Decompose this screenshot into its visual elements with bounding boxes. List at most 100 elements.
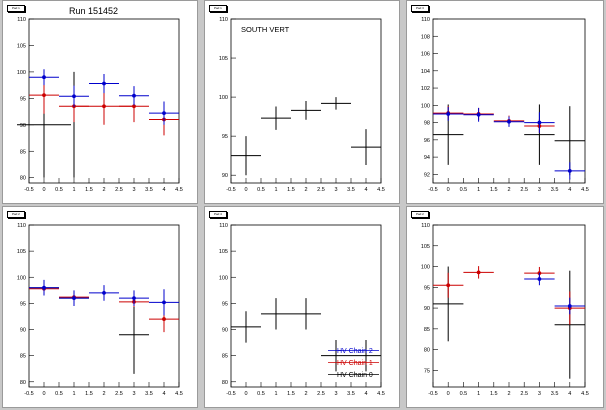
x-tick-label: 1.5 [490, 391, 498, 397]
y-tick-label: 100 [17, 275, 26, 281]
x-tick-label: 1.5 [85, 187, 93, 193]
y-tick-label: 110 [421, 223, 430, 229]
x-tick-label: -0.5 [226, 391, 235, 397]
x-tick-label: 0 [42, 391, 45, 397]
x-tick-label: 1 [477, 187, 480, 193]
x-tick-label: 1 [274, 187, 277, 193]
data-point [162, 300, 166, 305]
y-tick-label: 90 [20, 328, 26, 334]
y-tick-label: 100 [17, 70, 26, 76]
x-tick-label: 3.5 [145, 391, 153, 397]
x-tick-label: 3.5 [145, 187, 153, 193]
x-tick-label: 3 [538, 391, 541, 397]
data-point [42, 93, 46, 98]
x-tick-label: 3 [538, 187, 541, 193]
x-tick-label: 4.5 [581, 391, 589, 397]
x-tick-label: 1.5 [287, 391, 295, 397]
chart-3: -0.5 0 0.5 1 1.5 2 2.5 3 3.5 4 4.5 92 94 96 98 100 102 10… [421, 17, 589, 193]
y-tick-label: 100 [421, 103, 430, 109]
chart-panel-4: Pad 2 -0.5 0 0.5 1 1.5 2 2.5 3 3.5 4 4.5 80 85 90 95 10… [2, 206, 198, 408]
y-tick-label: 75 [424, 368, 430, 374]
data-point [42, 285, 46, 290]
y-tick-label: 90 [424, 306, 430, 312]
x-tick-label: -0.5 [226, 187, 235, 193]
x-tick-label: 0 [244, 187, 247, 193]
data-point [132, 296, 136, 301]
x-tick-label: 4.5 [377, 187, 385, 193]
x-tick-label: 4 [364, 187, 367, 193]
y-tick-label: 110 [219, 223, 228, 229]
data-point [72, 296, 76, 301]
y-tick-label: 85 [424, 327, 430, 333]
x-tick-label: 0.5 [55, 187, 63, 193]
y-tick-label: 105 [421, 244, 430, 250]
x-tick-label: 2 [102, 187, 105, 193]
x-tick-label: 4 [162, 187, 165, 193]
x-tick-label: 3 [334, 391, 337, 397]
x-tick-label: 0 [244, 391, 247, 397]
chart-2: -0.5 0 0.5 1 1.5 2 2.5 3 3.5 4 4.5 90 95 100 105 110 SOU… [219, 17, 385, 193]
x-tick-label: 3.5 [347, 187, 355, 193]
x-tick-label: 2.5 [520, 391, 528, 397]
x-tick-label: 0.5 [55, 391, 63, 397]
legend-entry: HV Chain 0 [337, 372, 373, 379]
x-tick-label: 2.5 [520, 187, 528, 193]
data-point [42, 75, 46, 80]
y-tick-label: 80 [20, 176, 26, 182]
x-tick-label: 0.5 [257, 187, 265, 193]
x-tick-label: 3 [334, 187, 337, 193]
x-tick-label: 4 [568, 391, 571, 397]
data-point [162, 317, 166, 321]
y-tick-label: 95 [222, 134, 228, 140]
data-point [72, 94, 76, 99]
y-tick-label: 104 [421, 69, 430, 75]
x-tick-label: 2 [507, 391, 510, 397]
x-tick-label: 3.5 [551, 391, 559, 397]
x-tick-label: 1.5 [287, 187, 295, 193]
x-tick-label: 4 [364, 391, 367, 397]
x-tick-label: 4 [568, 187, 571, 193]
y-tick-label: 85 [20, 354, 26, 360]
y-tick-label: 102 [421, 86, 430, 92]
x-tick-label: 0 [447, 391, 450, 397]
legend-entry: HV Chain 2 [337, 348, 373, 355]
data-point [162, 111, 166, 116]
data-point [537, 120, 542, 125]
x-tick-label: 0 [42, 187, 45, 193]
x-tick-label: -0.5 [24, 187, 33, 193]
y-tick-label: 108 [421, 34, 430, 40]
x-tick-label: 2 [102, 391, 105, 397]
y-tick-label: 80 [424, 348, 430, 354]
x-tick-label: 4 [162, 391, 165, 397]
chart-title: SOUTH VERT [241, 25, 290, 34]
chart-6: -0.5 0 0.5 1 1.5 2 2.5 3 3.5 4 4.5 75 80 85 90 95 100 105… [421, 223, 589, 397]
chart-panel-2: Pad 1 -0.5 0 0.5 1 1.5 2 2.5 3 3.5 4 4.5 90 95 100 105… [204, 0, 400, 204]
data-point [102, 104, 106, 109]
y-tick-label: 105 [219, 56, 228, 62]
y-tick-label: 96 [424, 138, 430, 144]
y-tick-label: 100 [219, 95, 228, 101]
y-tick-label: 98 [424, 121, 430, 127]
data-point [446, 283, 451, 288]
data-point [132, 93, 136, 98]
plot-frame [28, 224, 180, 388]
chart-panel-1: Pad 1 Run 151452 -0.5 0 0.5 1 1.5 2 2.5 3 3.5 4 4.… [2, 0, 198, 204]
x-tick-label: -0.5 [428, 187, 437, 193]
data-point [507, 119, 511, 124]
data-point [102, 81, 106, 86]
data-point [567, 169, 572, 173]
legend-entry: HV Chain 1 [337, 360, 373, 367]
y-tick-label: 106 [421, 52, 430, 58]
y-tick-label: 95 [424, 285, 430, 291]
y-tick-label: 110 [219, 17, 228, 23]
chart-5: -0.5 0 0.5 1 1.5 2 2.5 3 3.5 4 4.5 80 85 90 95 100 105 11… [219, 223, 385, 397]
data-point [567, 304, 572, 308]
y-tick-label: 110 [421, 17, 430, 23]
chart-panel-5: Pad 4 -0.5 0 0.5 1 1.5 2 2.5 3 3.5 4 4.5 80 85 90 95 10… [204, 206, 400, 408]
data-point [132, 104, 136, 109]
y-tick-label: 90 [222, 173, 228, 179]
y-tick-label: 85 [222, 354, 228, 360]
y-tick-label: 90 [222, 328, 228, 334]
x-tick-label: 3.5 [347, 391, 355, 397]
y-tick-label: 100 [421, 265, 430, 271]
